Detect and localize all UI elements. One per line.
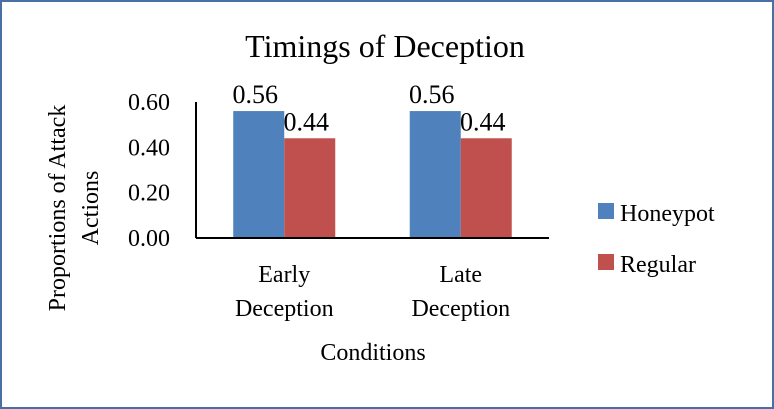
bar-regular-2 [460,138,512,238]
legend-label-honeypot: Honeypot [620,201,715,227]
y-tick-labels: 0.00 0.20 0.40 0.60 [128,90,170,252]
y-tick-label: 0.40 [128,135,170,161]
x-axis-label: Conditions [320,340,425,366]
category-label-line: Late [439,262,482,288]
bar-honeypot-1 [233,111,285,238]
legend-swatch-honeypot [598,203,614,219]
bars [233,111,512,238]
y-axis-label-line-1: Proportions of Attack [45,105,71,312]
category-label-line: Early [258,262,310,288]
y-tick-label: 0.00 [128,226,170,252]
bar-honeypot-2 [409,111,461,238]
data-label-honeypot-2: 0.56 [409,80,455,109]
category-label-line: Deception [411,296,510,322]
category-labels: Early Deception Late Deception [235,262,510,322]
y-tick-label: 0.20 [128,181,170,207]
legend-label-regular: Regular [620,252,696,278]
legend: Honeypot Regular [598,201,715,278]
data-label-honeypot-1: 0.56 [233,80,279,109]
y-tick-label: 0.60 [128,90,170,116]
bar-regular-1 [284,138,336,238]
data-label-regular-1: 0.44 [284,107,330,136]
legend-swatch-regular [598,254,614,270]
y-axis-label-line-2: Actions [78,171,104,246]
y-axis-label: Proportions of Attack Actions [45,105,104,312]
data-labels: 0.560.440.560.44 [233,80,506,136]
data-label-regular-2: 0.44 [460,107,506,136]
category-label-line: Deception [235,296,334,322]
chart-title: Timings of Deception [245,28,525,64]
